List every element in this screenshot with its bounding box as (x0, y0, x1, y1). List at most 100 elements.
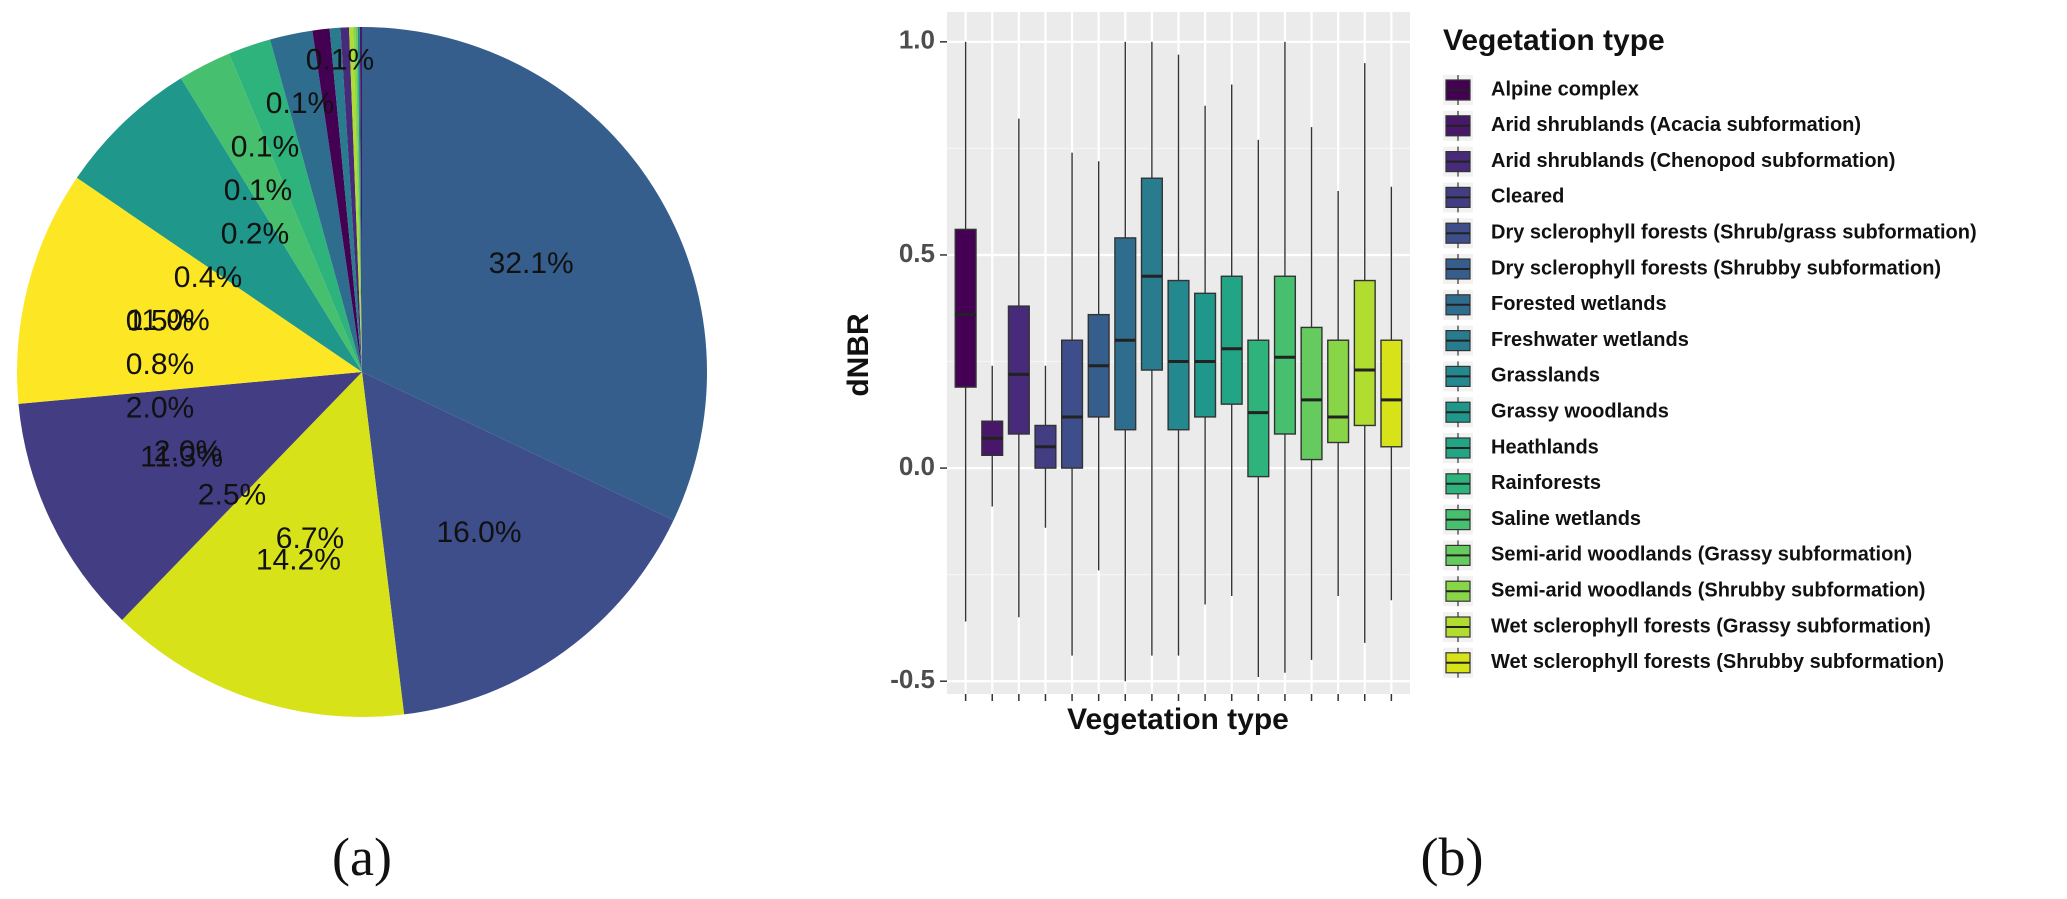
pie-slice-label: 11.0% (127, 304, 210, 337)
legend-label: Dry sclerophyll forests (Shrubby subform… (1491, 257, 1941, 279)
box-1 (954, 41, 977, 622)
pie-slice (180, 53, 362, 372)
legend-item: Freshwater wetlands (1443, 325, 1689, 356)
legend-item: Rainforests (1443, 468, 1601, 499)
legend-label: Freshwater wetlands (1491, 329, 1689, 351)
legend-label: Arid shrublands (Chenopod subformation) (1491, 150, 1895, 172)
legend-item: Heathlands (1443, 433, 1599, 463)
pie-slice (362, 27, 708, 521)
pie-slice (329, 27, 362, 373)
y-tick-label: 0.0 (899, 451, 935, 481)
pie-slice (229, 39, 362, 373)
box-2 (981, 365, 1004, 507)
panel-label-a: (a) (332, 827, 392, 887)
pie-slice (355, 27, 362, 373)
box-body (1247, 339, 1270, 478)
pie-slice (18, 372, 362, 620)
legend-label: Cleared (1491, 186, 1564, 208)
legend-label: Wet sclerophyll forests (Shrubby subform… (1491, 651, 1944, 673)
box-body (1220, 275, 1243, 405)
legend: Vegetation type Alpine complex Arid shrub… (1443, 24, 1977, 678)
box-16 (1353, 63, 1376, 643)
legend-item: Grasslands (1443, 361, 1600, 392)
box-body (1007, 305, 1030, 435)
legend-label: Semi-arid woodlands (Grassy subformation… (1491, 544, 1912, 566)
pie-slice (122, 372, 405, 718)
pie-slice-label: 2.5% (198, 478, 266, 511)
legend-label: Alpine complex (1491, 78, 1639, 100)
pie-slice (362, 372, 674, 715)
box-body (1353, 279, 1376, 427)
x-axis-ticks (964, 694, 1393, 701)
pie-slice-label: 6.7% (276, 522, 344, 555)
legend-label: Forested wetlands (1491, 293, 1667, 315)
legend-label: Wet sclerophyll forests (Grassy subforma… (1491, 615, 1931, 637)
pie-slice (353, 27, 362, 373)
legend-item: Wet sclerophyll forests (Shrubby subform… (1443, 647, 1944, 678)
box-7 (1114, 41, 1137, 682)
pie-slice-label: 16.0% (436, 516, 521, 549)
pie-slice (349, 27, 362, 373)
legend-item: Saline wetlands (1443, 504, 1641, 535)
pie-slice-label: 0.8% (126, 348, 194, 381)
legend-label: Heathlands (1491, 436, 1599, 458)
y-tick-label: 0.5 (899, 238, 935, 268)
box-15 (1327, 191, 1350, 596)
legend-item: Arid shrublands (Acacia subformation) (1443, 110, 1861, 141)
legend-label: Grassy woodlands (1491, 400, 1669, 422)
box-14 (1300, 127, 1323, 660)
box-body (1327, 339, 1350, 444)
legend-label: Dry sclerophyll forests (Shrub/grass sub… (1491, 221, 1977, 243)
legend-label: Grasslands (1491, 365, 1600, 387)
pie-slice-label: 0.5% (126, 304, 194, 337)
legend-item: Alpine complex (1443, 75, 1639, 105)
pie-slice-label: 0.1% (231, 130, 299, 163)
legend-item: Semi-arid woodlands (Shrubby subformatio… (1443, 576, 1925, 607)
box-body (1060, 339, 1084, 469)
legend-label: Rainforests (1491, 472, 1601, 494)
legend-item: Cleared (1443, 182, 1564, 213)
pie-slice (357, 27, 362, 372)
box-12 (1247, 139, 1270, 677)
pie-slice-label: 0.2% (221, 217, 289, 250)
boxes (954, 41, 1403, 682)
box-body (1194, 292, 1217, 418)
box-8 (1140, 41, 1163, 656)
box-3 (1007, 118, 1030, 618)
legend-item: Wet sclerophyll forests (Grassy subforma… (1443, 612, 1931, 642)
legend-item: Forested wetlands (1443, 289, 1667, 320)
legend-item: Dry sclerophyll forests (Shrub/grass sub… (1443, 218, 1977, 249)
box-5 (1060, 152, 1084, 656)
legend-item: Dry sclerophyll forests (Shrubby subform… (1443, 254, 1941, 284)
box-4 (1034, 365, 1057, 528)
x-axis-title: Vegetation type (1067, 703, 1289, 736)
y-tick-label: 1.0 (899, 25, 935, 55)
y-axis: -0.5 0.0 0.5 1.0 (890, 25, 947, 694)
y-tick-label: -0.5 (890, 664, 935, 694)
box-body (1273, 275, 1297, 435)
legend-label: Semi-arid woodlands (Shrubby subformatio… (1491, 579, 1925, 601)
pie-slice-label: 2.0% (154, 435, 222, 468)
box-9 (1167, 54, 1190, 656)
y-axis-title: dNBR (842, 313, 875, 397)
box-6 (1087, 161, 1110, 571)
pie-slice-label: 14.2% (256, 544, 341, 577)
legend-label: Arid shrublands (Acacia subformation) (1491, 114, 1861, 136)
box-body (1300, 326, 1323, 461)
pie-slice-label: 0.4% (174, 261, 242, 294)
legend-item: Arid shrublands (Chenopod subformation) (1443, 146, 1895, 177)
pie-slice (312, 28, 362, 373)
legend-title: Vegetation type (1443, 24, 1665, 57)
pie-slice-label: 0.1% (224, 174, 292, 207)
legend-item: Grassy woodlands (1443, 397, 1669, 428)
pie-slice (270, 30, 362, 373)
pie-slice-label: 0.1% (306, 43, 374, 76)
box-plot: -0.5 0.0 0.5 1.0 dNBR Vegetation type (842, 12, 1410, 736)
pie-slice (17, 177, 362, 404)
pie-slice-label: 0.1% (266, 87, 334, 120)
box-10 (1194, 105, 1217, 605)
legend-label: Saline wetlands (1491, 508, 1641, 530)
pie-slice-label: 2.0% (126, 391, 194, 424)
pie-slice-label: 32.1% (489, 247, 574, 280)
